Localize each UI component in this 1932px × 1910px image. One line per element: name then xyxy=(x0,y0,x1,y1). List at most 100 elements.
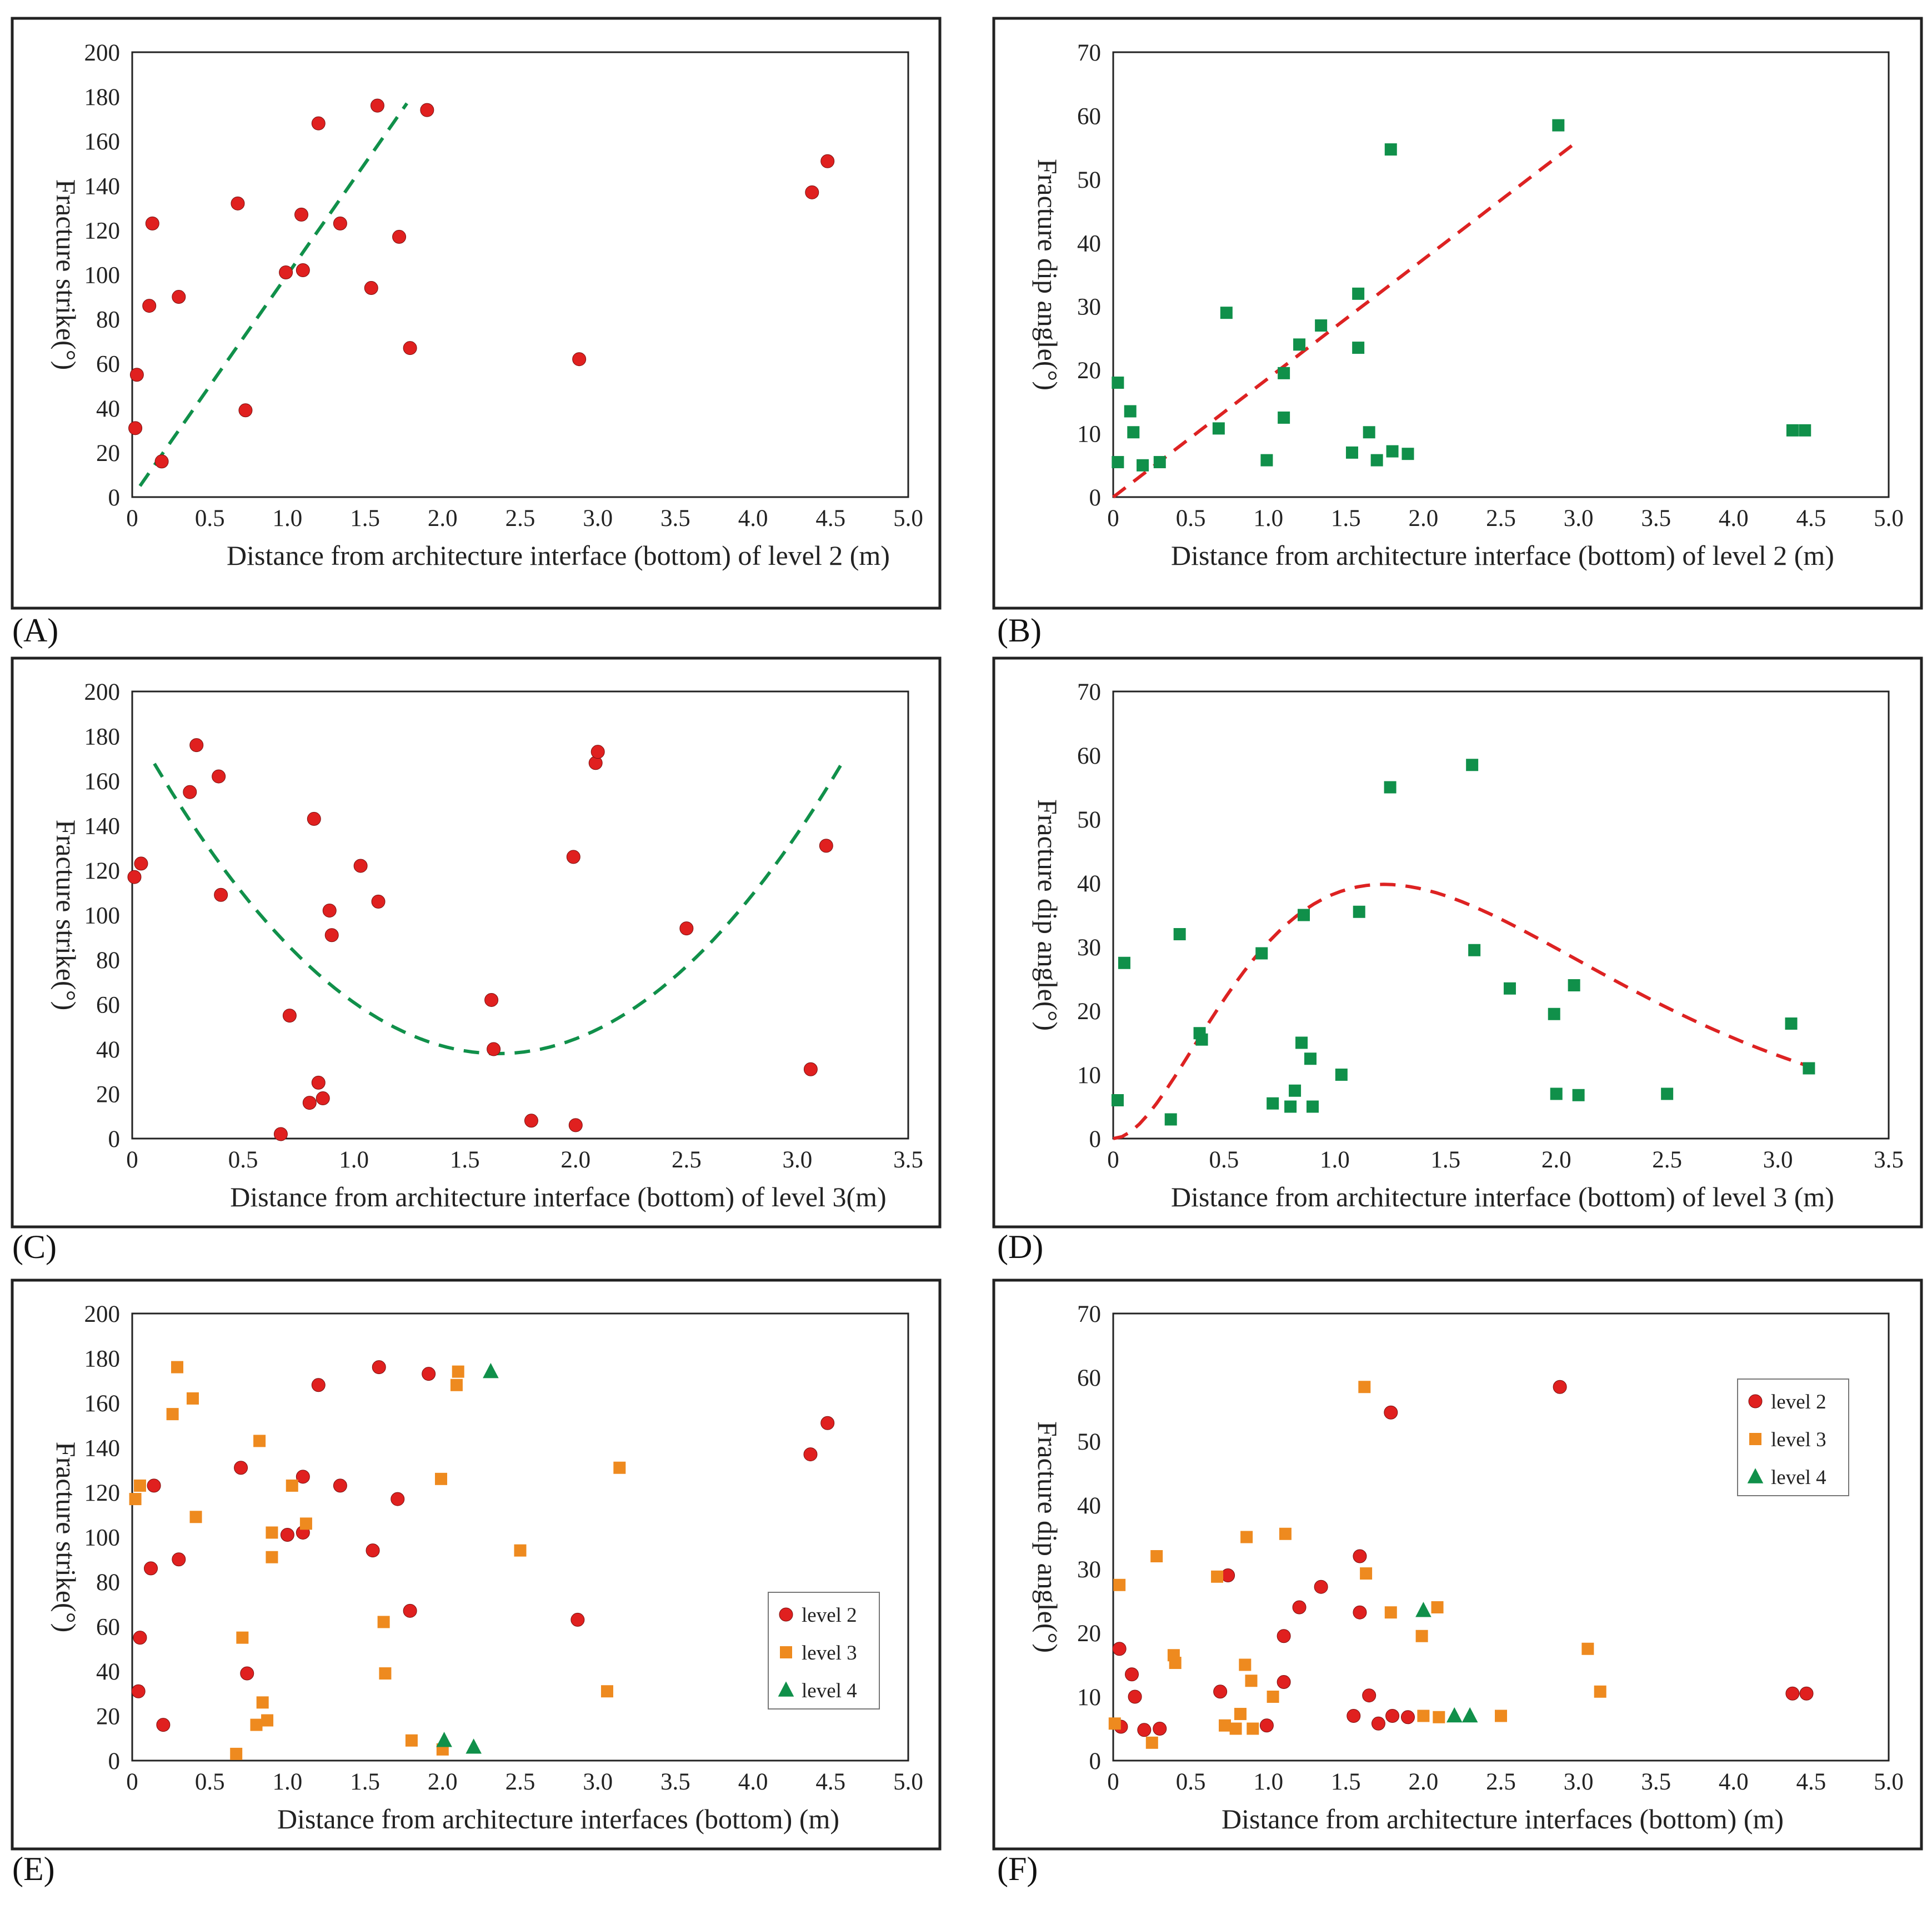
y-axis-label: Fracture dip angle(°) xyxy=(1032,1421,1063,1653)
data-point xyxy=(1384,1606,1397,1619)
x-tick-label: 2.5 xyxy=(505,1769,535,1795)
y-axis-label: Fracture strike(°) xyxy=(51,179,82,370)
data-point xyxy=(1433,1711,1445,1723)
y-tick-label: 100 xyxy=(84,263,121,289)
x-tick-label: 5.0 xyxy=(1874,505,1904,532)
data-point xyxy=(189,738,204,753)
panel-letter: (F) xyxy=(997,1851,1038,1887)
x-tick-label: 2.0 xyxy=(1541,1147,1571,1173)
data-point xyxy=(1568,979,1580,991)
x-tick-label: 0.5 xyxy=(228,1147,258,1173)
y-tick-label: 120 xyxy=(84,858,121,884)
y-axis-label: Fracture dip angle(°) xyxy=(1032,799,1063,1031)
x-tick-label: 2.5 xyxy=(505,505,535,532)
data-point xyxy=(1552,119,1565,132)
x-tick-label: 0.5 xyxy=(1176,505,1206,532)
data-point xyxy=(230,1747,243,1760)
y-tick-label: 30 xyxy=(1077,294,1101,320)
trend-line xyxy=(1112,143,1575,499)
data-point xyxy=(1415,1630,1428,1642)
data-point xyxy=(296,263,310,277)
legend-marker xyxy=(1749,1433,1761,1445)
x-tick-label: 1.0 xyxy=(1253,505,1283,532)
data-point xyxy=(1124,405,1137,418)
data-point xyxy=(214,888,228,902)
series-level-2 xyxy=(1112,119,1811,472)
y-tick-label: 60 xyxy=(96,352,120,378)
x-tick-label: 0 xyxy=(126,1147,138,1173)
data-point xyxy=(1219,1719,1232,1732)
x-axis-label: Distance from architecture interfaces (b… xyxy=(1222,1803,1784,1834)
data-point xyxy=(613,1461,626,1474)
data-point xyxy=(1295,1036,1308,1049)
data-point xyxy=(372,1360,386,1375)
data-point xyxy=(514,1544,527,1557)
data-point xyxy=(307,811,321,826)
y-tick-label: 20 xyxy=(1077,1621,1101,1647)
x-tick-label: 4.5 xyxy=(1796,505,1826,532)
data-point xyxy=(1112,456,1124,469)
legend-label: level 2 xyxy=(802,1604,857,1627)
data-point xyxy=(1277,1629,1291,1643)
data-point xyxy=(1495,1710,1507,1722)
x-tick-label: 3.5 xyxy=(1641,1769,1671,1795)
data-point xyxy=(1550,1087,1563,1100)
x-tick-label: 3.5 xyxy=(1641,505,1671,532)
data-point xyxy=(405,1734,418,1747)
x-tick-label: 4.0 xyxy=(738,1769,768,1795)
data-point xyxy=(1384,1405,1398,1420)
y-tick-label: 40 xyxy=(1077,871,1101,897)
legend-label: level 2 xyxy=(1771,1391,1826,1413)
data-point xyxy=(803,1062,818,1076)
x-tick-label: 2.5 xyxy=(672,1147,702,1173)
x-tick-label: 1.5 xyxy=(350,505,380,532)
x-tick-label: 2.0 xyxy=(560,1147,590,1173)
panel-letter: (D) xyxy=(997,1229,1043,1265)
y-tick-label: 20 xyxy=(96,1082,120,1108)
data-point xyxy=(1284,1100,1297,1113)
data-point xyxy=(1213,1685,1228,1699)
x-axis-label: Distance from architecture interfaces (b… xyxy=(277,1803,839,1834)
x-tick-label: 0 xyxy=(126,1769,138,1795)
x-tick-label: 0.5 xyxy=(1209,1147,1239,1173)
data-point xyxy=(435,1472,448,1485)
data-point xyxy=(1289,1084,1302,1097)
data-point xyxy=(1363,426,1375,439)
data-point xyxy=(679,921,694,936)
x-tick-label: 3.0 xyxy=(583,1769,613,1795)
data-point xyxy=(1277,1675,1291,1690)
data-point xyxy=(1239,1658,1252,1671)
y-tick-label: 10 xyxy=(1077,422,1101,448)
x-tick-label: 2.5 xyxy=(1486,1769,1516,1795)
series-level-3 xyxy=(1108,1381,1606,1749)
data-point xyxy=(231,196,245,210)
data-point xyxy=(1572,1089,1585,1101)
y-tick-label: 70 xyxy=(1077,1301,1101,1327)
y-tick-label: 70 xyxy=(1077,679,1101,705)
chart-panel-3: 0 20 40 60 80 100 120 140 160 180 200 0 0.5 1.0 1.5 2.0… xyxy=(11,656,942,1265)
data-point xyxy=(805,185,819,199)
data-point xyxy=(524,1114,538,1128)
y-tick-label: 120 xyxy=(84,218,121,244)
data-point xyxy=(1352,287,1365,300)
y-tick-label: 180 xyxy=(84,1346,121,1372)
data-point xyxy=(144,1561,158,1576)
y-tick-label: 10 xyxy=(1077,1062,1101,1089)
data-point xyxy=(1137,1723,1152,1737)
data-point xyxy=(1402,448,1414,460)
x-tick-label: 0 xyxy=(1107,1147,1119,1173)
data-point xyxy=(234,1461,248,1475)
legend: level 2 level 3 level 4 xyxy=(1737,1378,1849,1496)
data-point xyxy=(279,265,293,279)
x-tick-label: 1.5 xyxy=(350,1769,380,1795)
data-point xyxy=(466,1738,482,1754)
legend-marker xyxy=(1748,1394,1763,1408)
y-axis-label: Fracture strike(°) xyxy=(51,1442,82,1632)
data-point xyxy=(371,894,386,909)
data-point xyxy=(129,368,144,382)
data-point xyxy=(296,1470,310,1484)
x-tick-label: 1.5 xyxy=(1331,1769,1361,1795)
data-point xyxy=(280,1527,294,1542)
data-point xyxy=(820,154,835,168)
data-point xyxy=(1415,1602,1432,1617)
